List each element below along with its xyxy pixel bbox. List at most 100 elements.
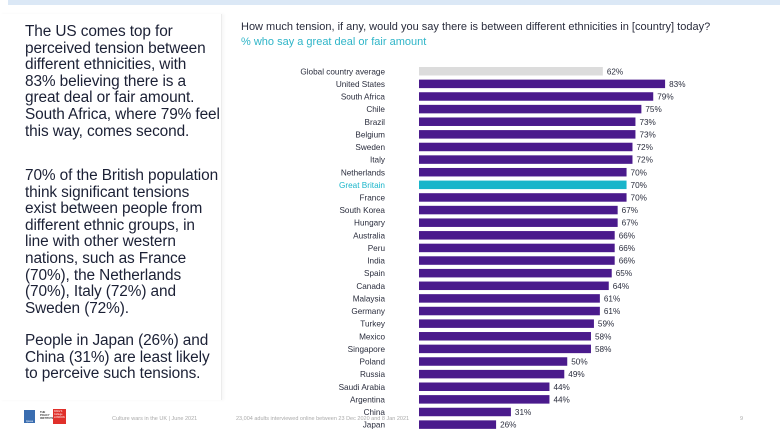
category-label: Poland: [360, 358, 386, 367]
ipsos-logo-text: Ipsos: [25, 419, 34, 423]
value-label: 73%: [639, 118, 655, 127]
category-label: Russia: [360, 370, 385, 379]
commentary-paragraph-3: People in Japan (26%) and China (31%) ar…: [25, 332, 210, 383]
bar: [419, 130, 636, 139]
bar: [419, 167, 627, 177]
bar: [419, 79, 666, 89]
value-label: 62%: [607, 67, 623, 76]
bar: [419, 193, 627, 202]
kings-college-logo: KING'S College LONDON: [53, 409, 66, 424]
bar: [419, 395, 550, 404]
bar: [419, 231, 615, 240]
value-label: 73%: [639, 130, 655, 139]
value-label: 66%: [619, 244, 635, 253]
commentary-paragraph-2: 70% of the British population think sign…: [25, 167, 219, 317]
value-label: 66%: [619, 231, 635, 240]
value-label: 66%: [619, 257, 635, 266]
category-label: Singapore: [348, 345, 386, 354]
value-label: 70%: [631, 181, 647, 190]
value-label: 65%: [616, 269, 632, 278]
value-label: 31%: [515, 408, 531, 417]
bar: [419, 205, 618, 215]
category-label: Turkey: [360, 320, 386, 329]
kings-college-logo-text: KING'S College LONDON: [54, 410, 65, 419]
category-label: Italy: [370, 156, 386, 165]
bar: [419, 218, 618, 227]
bar: [419, 319, 594, 328]
value-label: 44%: [553, 383, 569, 392]
value-label: 79%: [657, 93, 673, 102]
category-label: Hungary: [354, 219, 386, 228]
category-label: China: [364, 408, 386, 417]
bar: [419, 180, 627, 190]
category-label: Spain: [364, 269, 385, 278]
chart-title: How much tension, if any, would you say …: [241, 21, 711, 33]
value-label: 50%: [571, 358, 587, 367]
bar: [419, 104, 642, 114]
top-band: [8, 0, 780, 5]
category-label: Argentina: [350, 395, 385, 404]
category-label: Sweden: [355, 143, 385, 152]
bar: [419, 268, 612, 278]
category-label: France: [360, 194, 386, 203]
category-label: South Africa: [341, 93, 386, 102]
category-label: Great Britain: [339, 181, 385, 190]
page-number: 9: [740, 416, 744, 422]
value-label: 72%: [636, 143, 652, 152]
bar: [419, 332, 591, 341]
bar: [419, 92, 654, 101]
footer-source: Culture wars in the UK | June 2021: [112, 416, 198, 422]
value-label: 67%: [622, 206, 638, 215]
bar: [419, 407, 511, 417]
category-label: Germany: [351, 307, 386, 316]
value-label: 64%: [613, 282, 629, 291]
bar: [419, 243, 615, 253]
value-label: 75%: [645, 105, 661, 114]
category-label: United States: [336, 80, 385, 89]
value-label: 44%: [553, 395, 569, 404]
category-label: Global country average: [300, 67, 385, 76]
value-label: 70%: [631, 194, 647, 203]
category-label: Malaysia: [353, 294, 386, 303]
category-label: South Korea: [339, 206, 385, 215]
commentary-panel: [0, 14, 222, 400]
value-label: 58%: [595, 332, 611, 341]
value-label: 83%: [669, 80, 685, 89]
bar: [419, 344, 591, 354]
category-label: Mexico: [359, 332, 385, 341]
value-label: 59%: [598, 320, 614, 329]
category-label: Canada: [356, 282, 385, 291]
bar: [419, 357, 568, 366]
bar: [419, 256, 615, 265]
category-label: Brazil: [365, 118, 386, 127]
value-label: 26%: [500, 421, 516, 430]
bar: [419, 420, 497, 429]
bar: [419, 294, 600, 303]
bar: [419, 155, 633, 164]
bar: [419, 369, 565, 379]
policy-institute-logo: THE POLICY INSTITUTE: [40, 411, 54, 420]
category-label: Australia: [353, 231, 385, 240]
value-label: 67%: [622, 219, 638, 228]
category-label: Saudi Arabia: [339, 383, 386, 392]
bar: [419, 67, 603, 76]
ipsos-logo: Ipsos: [24, 410, 35, 423]
value-label: 72%: [636, 156, 652, 165]
value-label: 58%: [595, 345, 611, 354]
bar: [419, 117, 636, 126]
commentary-paragraph-1: The US comes top for perceived tension b…: [25, 23, 220, 140]
category-label: Japan: [363, 421, 386, 430]
category-label: Belgium: [355, 130, 385, 139]
value-label: 61%: [604, 294, 620, 303]
category-label: Peru: [368, 244, 386, 253]
bar: [419, 306, 600, 316]
value-label: 61%: [604, 307, 620, 316]
category-label: Netherlands: [341, 168, 385, 177]
bar: [419, 281, 609, 291]
policy-institute-logo-text: THE POLICY INSTITUTE: [40, 411, 54, 420]
chart-subtitle: % who say a great deal or fair amount: [241, 36, 427, 48]
category-label: India: [367, 257, 385, 266]
value-label: 49%: [568, 370, 584, 379]
value-label: 70%: [631, 168, 647, 177]
